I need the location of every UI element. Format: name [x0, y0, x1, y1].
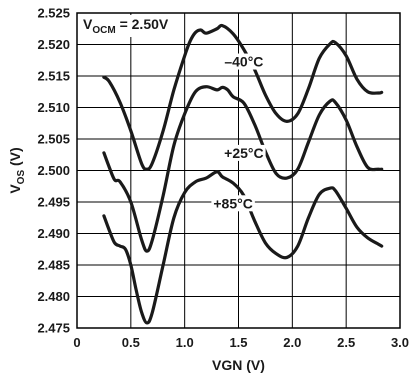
x-tick-label: 0	[73, 335, 80, 350]
x-tick-label: 0.5	[122, 335, 140, 350]
x-tick-label: 2.0	[283, 335, 301, 350]
vocm-annotation-subscript: OCM	[92, 25, 115, 36]
x-tick-label: 1.0	[176, 335, 194, 350]
y-tick-label: 2.510	[37, 100, 70, 115]
y-axis-label-subscript: OS	[16, 170, 27, 185]
y-tick-label: 2.525	[37, 6, 70, 21]
series-label-background	[222, 53, 266, 70]
x-axis-label: VGN (V)	[212, 357, 265, 373]
y-tick-label: 2.480	[37, 289, 70, 304]
x-tick-label: 3.0	[391, 335, 409, 350]
series-label-background	[222, 144, 266, 161]
series-label-plus85c: +85°C	[213, 195, 252, 211]
vocm-annotation: VOCM = 2.50V	[83, 16, 169, 36]
y-tick-labels: 2.475 2.480 2.485 2.490 2.495 2.500 2.505 2.510…	[37, 6, 70, 336]
y-tick-label: 2.505	[37, 132, 70, 147]
series-line-minus40c	[102, 23, 384, 171]
series-layer: –40°C +25°C +85°C	[102, 23, 384, 325]
y-axis-label: VOS (V)	[7, 147, 27, 193]
series-line-plus85c	[102, 170, 384, 325]
y-tick-label: 2.515	[37, 69, 70, 84]
series-label-plus25c: +25°C	[224, 145, 263, 161]
series-label-background	[211, 195, 255, 212]
vocm-annotation-prefix: V	[83, 16, 93, 32]
y-tick-label: 2.495	[37, 195, 70, 210]
y-tick-label: 2.520	[37, 37, 70, 52]
y-axis-label-suffix: (V)	[7, 147, 23, 170]
y-tick-label: 2.485	[37, 258, 70, 273]
x-tick-label: 1.5	[229, 335, 247, 350]
plot-frame	[76, 12, 401, 329]
series-line-plus25c	[102, 85, 384, 253]
x-tick-label: 2.5	[337, 335, 355, 350]
y-tick-label: 2.475	[37, 321, 70, 336]
y-tick-label: 2.490	[37, 226, 70, 241]
annotation-background	[80, 15, 172, 37]
y-tick-label: 2.500	[37, 163, 70, 178]
vocm-annotation-suffix: = 2.50V	[116, 16, 169, 32]
series-label-minus40c: –40°C	[224, 54, 263, 70]
y-axis-label-prefix: V	[7, 184, 23, 194]
x-tick-labels: 0 0.5 1.0 1.5 2.0 2.5 3.0	[73, 335, 409, 350]
